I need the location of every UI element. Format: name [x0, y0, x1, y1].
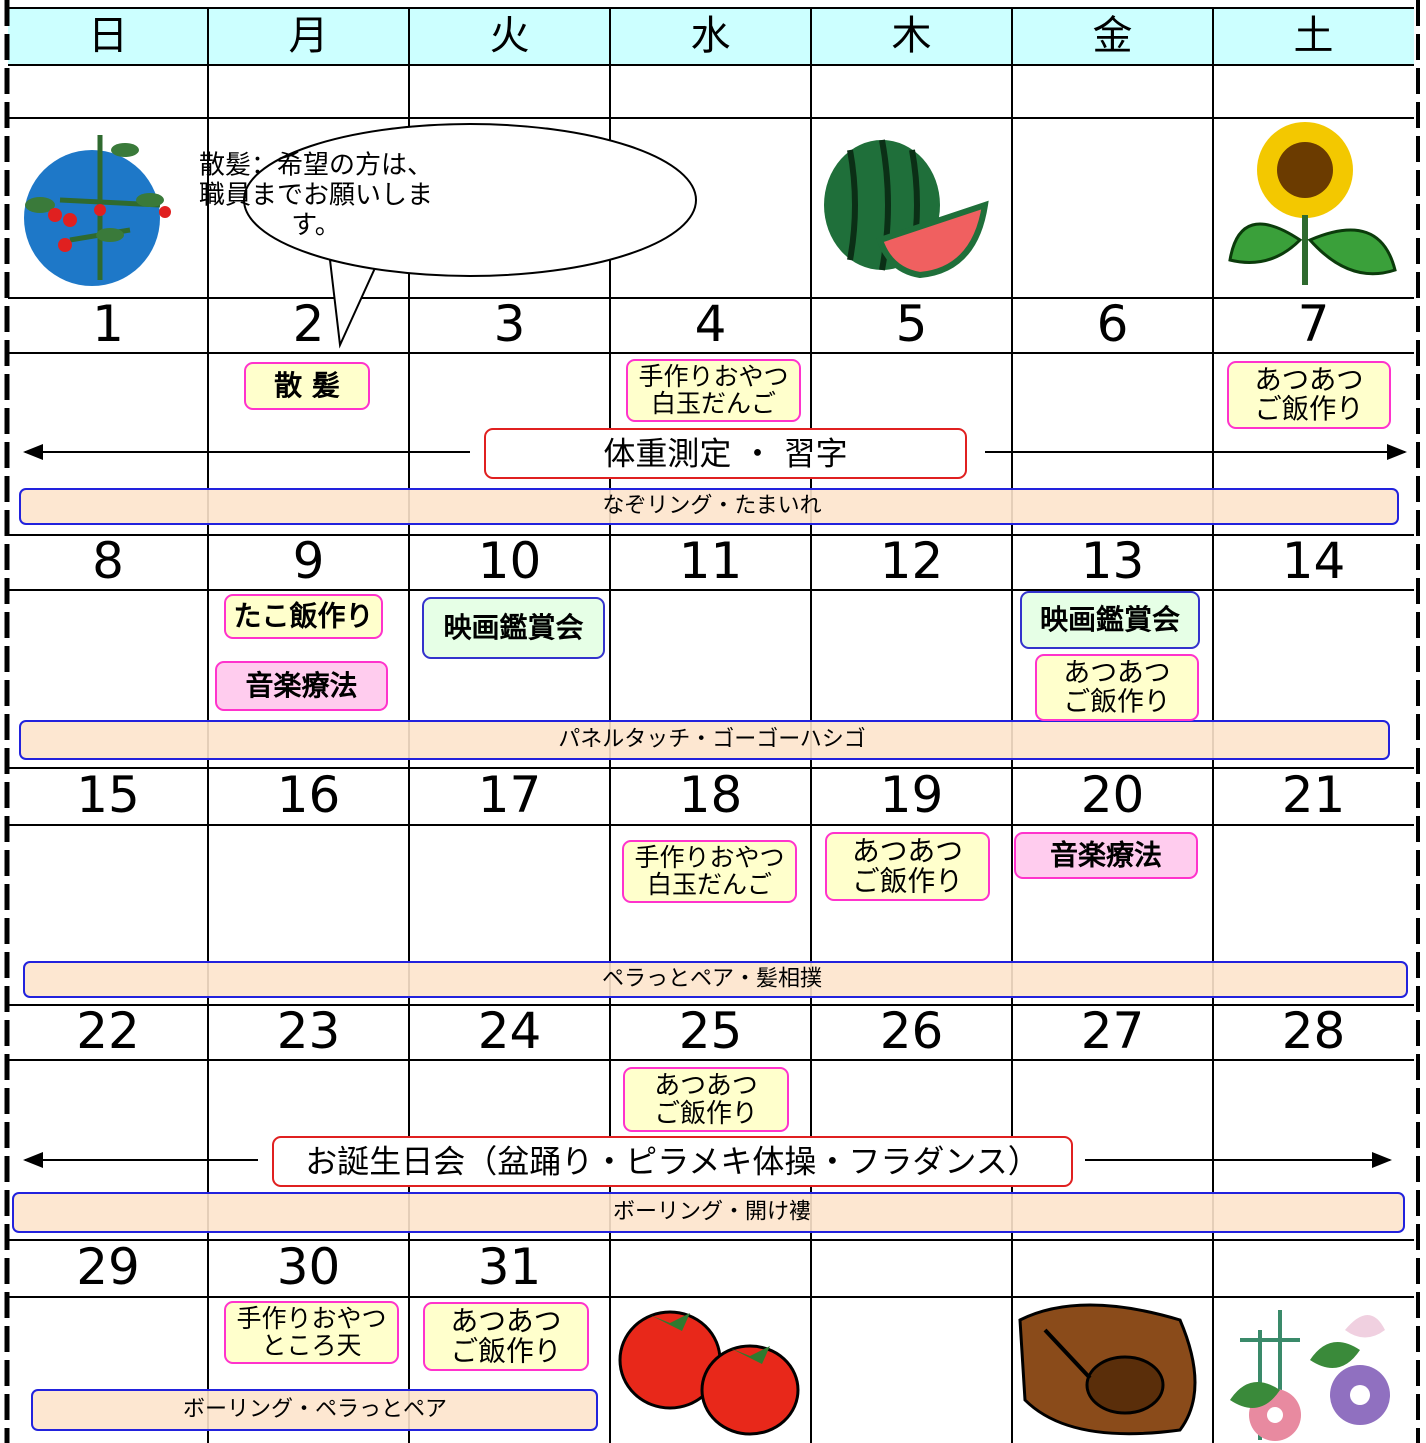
event-box [1035, 654, 1199, 721]
weekday-label: 金 [1093, 13, 1133, 59]
activity-banner [23, 961, 1408, 998]
activity-banner-text: ボーリング・開け褸 [613, 1200, 811, 1225]
weekday-label: 日 [88, 13, 128, 59]
date-number: 19 [880, 766, 944, 824]
bubble-text: 散髪：希望の方は、 [199, 151, 433, 181]
date-number: 26 [880, 1002, 944, 1060]
event-text: 映画鑑賞会 [443, 611, 583, 644]
date-number: 8 [92, 532, 124, 590]
date-number: 16 [277, 766, 341, 824]
date-number: 24 [478, 1002, 542, 1060]
date-number: 30 [277, 1238, 341, 1296]
event-text: 白玉だんご [651, 389, 776, 418]
date-number: 13 [1081, 532, 1145, 590]
date-number: 4 [695, 295, 727, 353]
event-text: あつあつ [852, 835, 963, 868]
bubble-text: す。 [291, 211, 340, 241]
wide-event-box [484, 428, 967, 479]
date-number: 5 [896, 295, 928, 353]
event-text: あつあつ [1063, 658, 1170, 689]
event-box [622, 840, 797, 903]
date-number: 12 [880, 532, 944, 590]
event-box [1020, 591, 1200, 649]
activity-banner [19, 488, 1399, 525]
event-box [422, 597, 605, 659]
event-text: 手作りおやつ [634, 843, 784, 872]
event-text: あつあつ [451, 1305, 562, 1338]
wide-event-text: 体重測定 ・ 習字 [603, 435, 847, 473]
event-text: あつあつ [654, 1071, 758, 1101]
date-number: 27 [1081, 1002, 1145, 1060]
date-number: 18 [679, 766, 743, 824]
bubble-joint [332, 268, 371, 274]
weekday-label: 木 [892, 13, 932, 59]
event-text: あつあつ [1254, 365, 1363, 396]
activity-banner [12, 1192, 1405, 1233]
event-text: ご飯作り [1063, 686, 1170, 717]
event-text: ご飯作り [451, 1334, 562, 1367]
date-number: 21 [1282, 766, 1346, 824]
activity-banner-text: ボーリング・ペラっとペア [183, 1397, 447, 1422]
event-box [423, 1302, 589, 1371]
date-number: 29 [76, 1238, 140, 1296]
date-number: 15 [76, 766, 140, 824]
activity-banner-text: パネルタッチ・ゴーゴーハシゴ [558, 727, 866, 752]
wide-event-text: お誕生日会（盆踊り・ピラメキ体操・フラダンス） [305, 1143, 1039, 1181]
activity-banner-text: ペラっとペア・髪相撲 [602, 967, 822, 992]
event-box [1227, 361, 1391, 429]
event-text: 音楽療法 [245, 669, 357, 702]
date-number: 14 [1282, 532, 1346, 590]
pictures [24, 122, 1397, 1441]
event-text: 手作りおやつ [236, 1304, 386, 1333]
event-box [215, 661, 388, 711]
event-text: ところ天 [261, 1331, 361, 1360]
event-text: ご飯作り [852, 864, 963, 897]
date-number: 1 [92, 295, 124, 353]
date-number: 3 [494, 295, 526, 353]
event-box [224, 1301, 399, 1364]
event-text: 白玉だんご [647, 870, 772, 899]
event-box [224, 594, 383, 639]
speech-bubble [243, 123, 697, 277]
weekday-label: 月 [289, 13, 329, 59]
activity-banner [19, 720, 1390, 760]
date-number: 28 [1282, 1002, 1346, 1060]
event-box [623, 1067, 789, 1132]
date-number: 6 [1097, 295, 1129, 353]
event-box [626, 359, 801, 422]
header-row [8, 8, 1414, 65]
weekday-label: 火 [490, 13, 530, 59]
event-text: 映画鑑賞会 [1040, 603, 1180, 636]
event-box [244, 362, 370, 410]
date-number: 25 [679, 1002, 743, 1060]
weekday-label: 水 [691, 13, 731, 59]
date-number: 31 [478, 1238, 542, 1296]
event-box [1014, 832, 1198, 879]
date-number: 10 [478, 532, 542, 590]
event-text: 音楽療法 [1050, 839, 1162, 872]
date-number: 2 [293, 295, 325, 353]
date-number: 11 [679, 532, 743, 590]
date-number: 20 [1081, 766, 1145, 824]
weekday-label: 土 [1294, 13, 1334, 59]
date-number: 23 [277, 1002, 341, 1060]
event-text: ご飯作り [1254, 394, 1363, 425]
event-text: たこ飯作り [233, 600, 373, 633]
event-text: 手作りおやつ [638, 362, 788, 391]
event-text: ご飯作り [654, 1099, 758, 1129]
bubble-text: 職員までお願いしま [199, 181, 433, 211]
wide-event-box [272, 1136, 1073, 1187]
event-box [825, 832, 990, 901]
date-number: 9 [293, 532, 325, 590]
date-number: 7 [1298, 295, 1330, 353]
date-number: 17 [478, 766, 542, 824]
date-number: 22 [76, 1002, 140, 1060]
event-text: 散 髪 [274, 369, 340, 402]
activity-banner-text: なぞリング・たまいれ [602, 494, 821, 519]
activity-banner [31, 1389, 598, 1431]
